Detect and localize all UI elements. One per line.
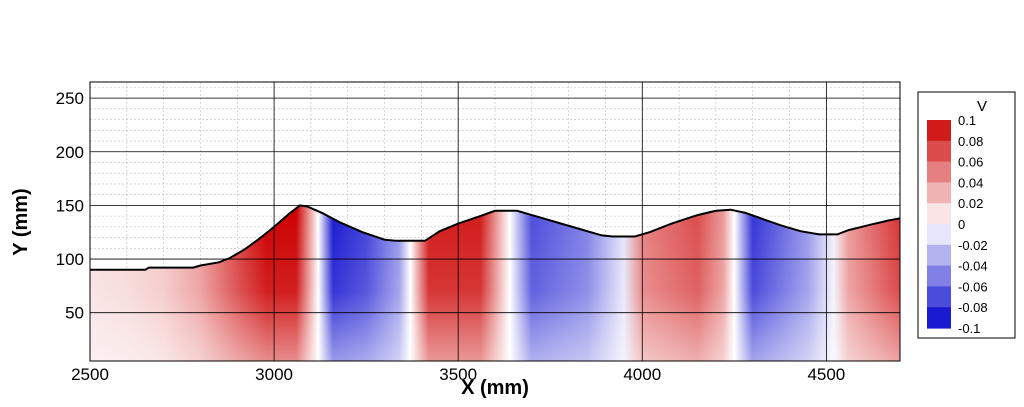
y-tick-label: 150: [56, 196, 84, 215]
colorbar-label: 0: [958, 217, 965, 232]
x-tick-label: 4000: [623, 365, 661, 384]
y-tick-label: 100: [56, 250, 84, 269]
x-axis-ticks: 2500 3000 3500 4000 4500: [71, 365, 845, 384]
plot-frame: [89, 81, 901, 362]
y-tick-label: 250: [56, 89, 84, 108]
y-axis-ticks: 50 100 150 200 250: [56, 89, 84, 323]
colorbar-label: -0.02: [958, 238, 988, 253]
colorbar-swatch: [927, 182, 951, 204]
colorbar-label: 0.04: [958, 175, 983, 190]
y-tick-label: 200: [56, 143, 84, 162]
colorbar-swatch: [927, 286, 951, 308]
x-tick-label: 3500: [439, 365, 477, 384]
y-axis-label: Y (mm): [10, 188, 32, 255]
colorbar-legend: V 0.1 0.08 0.06 0.04 0.02 0 -0.02 -0.04 -0.06 -0.…: [917, 91, 1016, 339]
legend-title: V: [977, 98, 987, 115]
colorbar-swatch: [927, 140, 951, 163]
x-tick-label: 3000: [255, 365, 293, 384]
colorbar-swatch: [927, 120, 951, 142]
colorbar-swatch: [927, 244, 951, 267]
colorbar-label: -0.06: [958, 279, 988, 294]
surface-profile-line: [90, 204, 901, 271]
colorbar-label: 0.06: [958, 155, 983, 170]
colorbar-label: 0.02: [958, 196, 983, 211]
colorbar-label: -0.08: [958, 300, 988, 315]
colorbar-label: 0.08: [958, 134, 983, 149]
colorbar-label: -0.04: [958, 259, 988, 274]
colorbar-swatch: [927, 307, 951, 329]
y-tick-label: 50: [65, 304, 84, 323]
velocity-field-shading: [90, 205, 900, 361]
colorbar-label: 0.1: [958, 113, 976, 128]
x-axis-label: X (mm): [461, 377, 529, 399]
velocity-field: [90, 205, 900, 361]
colorbar-label: -0.1: [958, 321, 980, 336]
x-tick-label: 2500: [71, 365, 109, 384]
colorbar-swatch: [927, 265, 951, 287]
colorbar-swatch: [927, 203, 951, 225]
x-tick-label: 4500: [807, 365, 845, 384]
colorbar-swatch: [927, 161, 951, 183]
colorbar-swatch: [927, 224, 951, 246]
